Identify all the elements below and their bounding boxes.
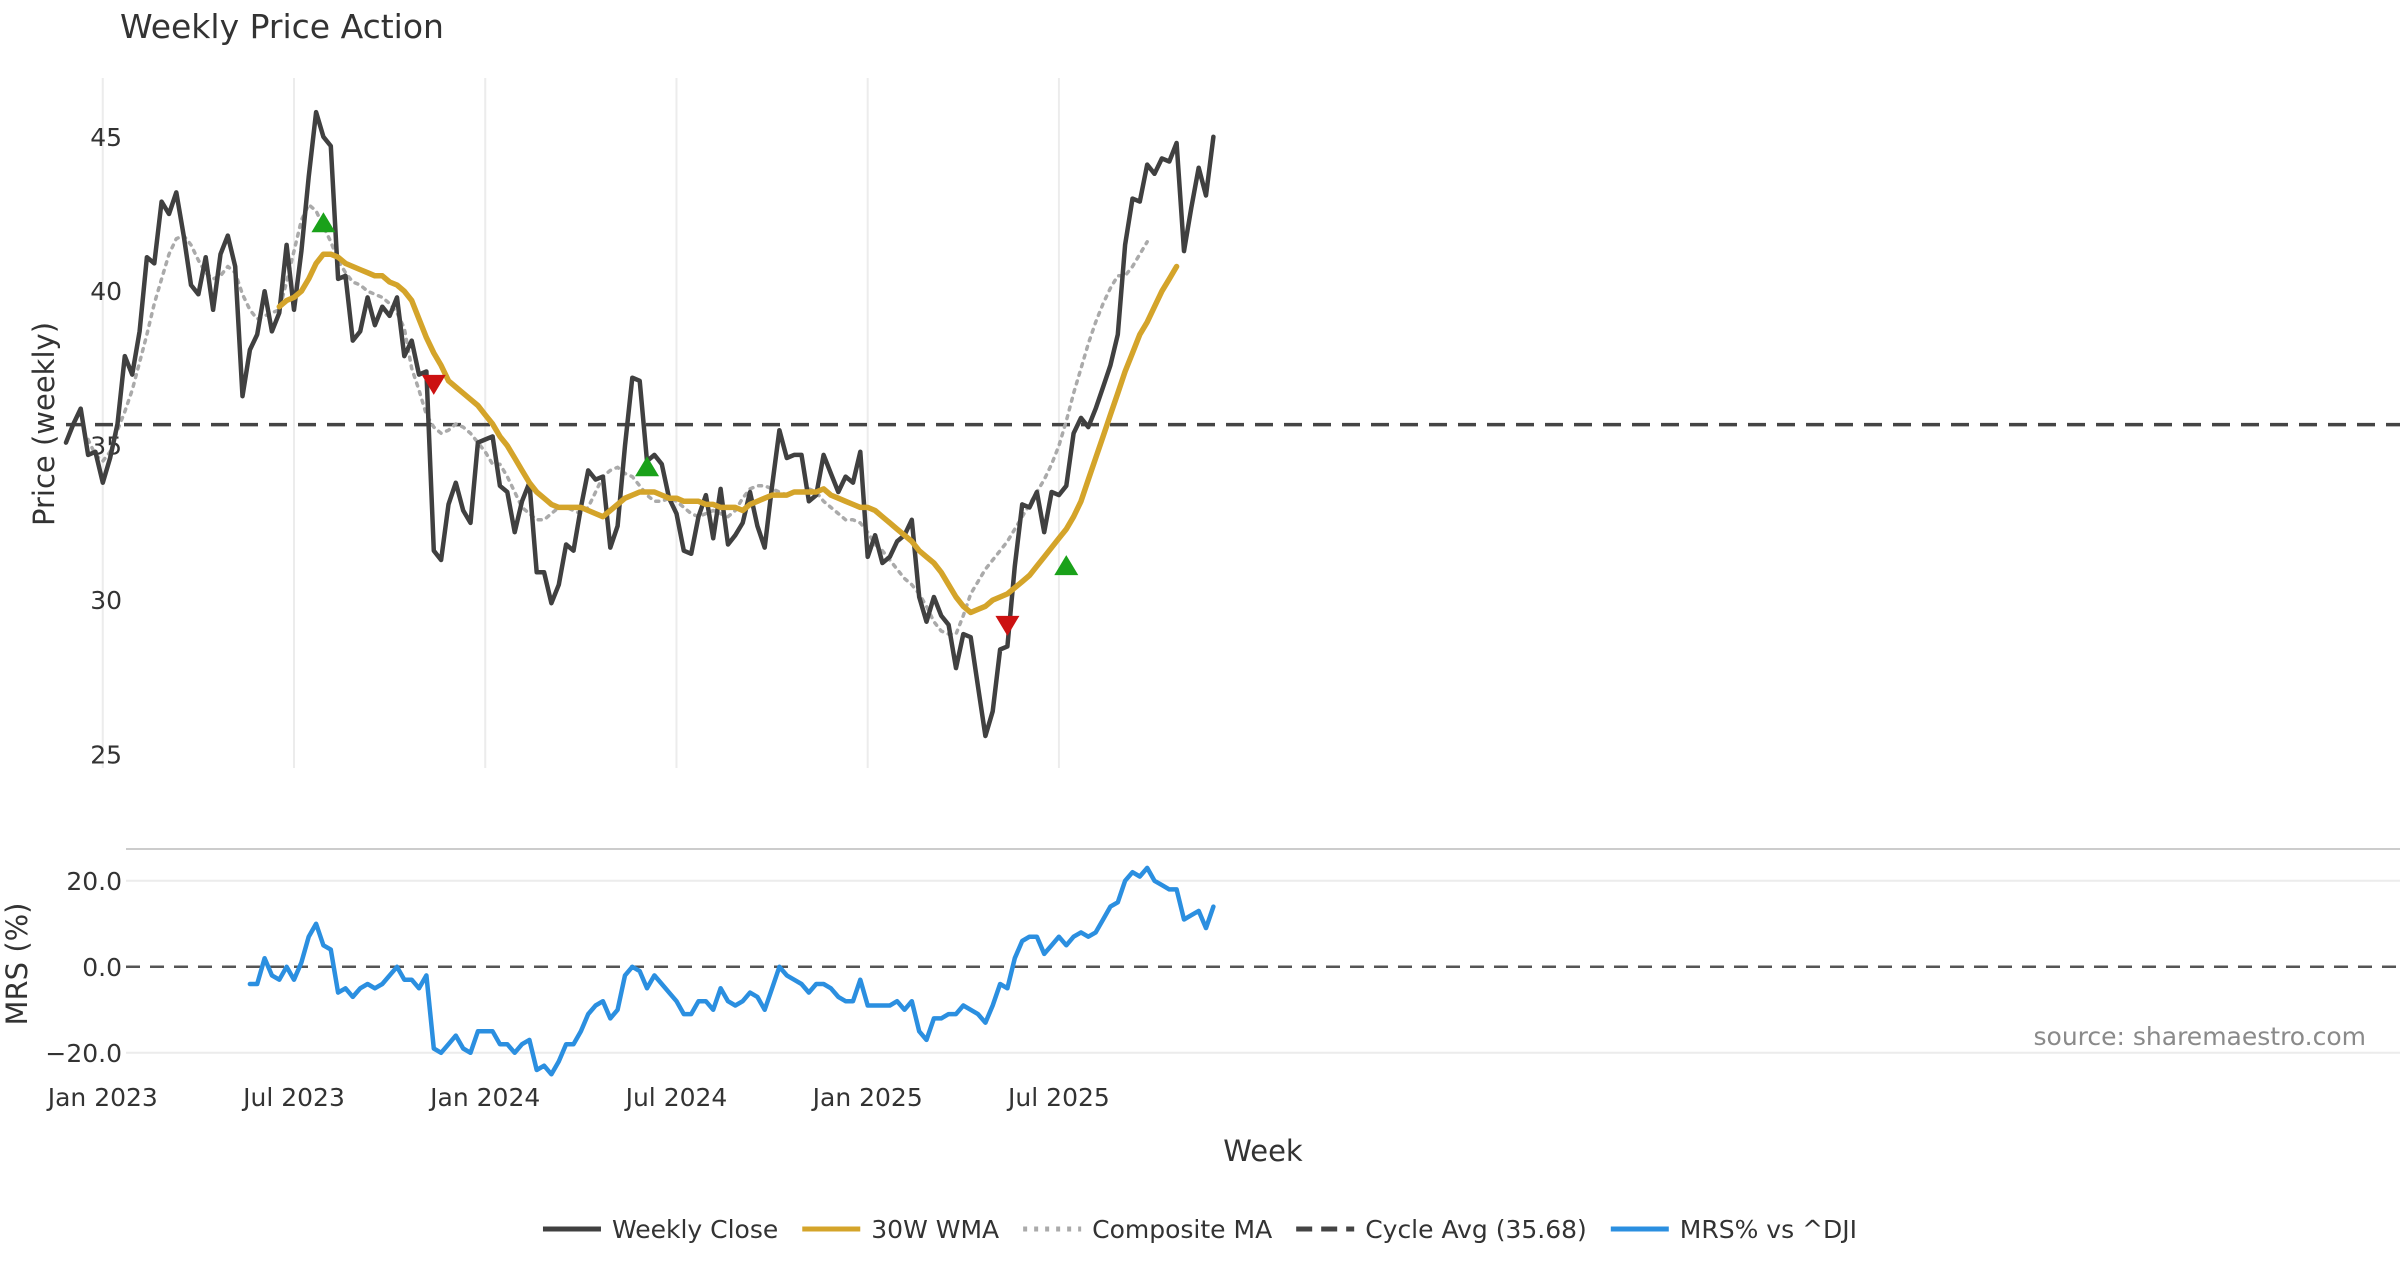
legend-label: MRS% vs ^DJI — [1680, 1215, 1857, 1244]
sell-signal-marker — [421, 374, 446, 395]
x-tick-label: Jul 2023 — [241, 1083, 345, 1112]
x-tick-label: Jul 2025 — [1006, 1083, 1110, 1112]
x-tick-label: Jul 2024 — [624, 1083, 728, 1112]
mrs-series — [247, 865, 1216, 1077]
x-tick-label: Jan 2023 — [46, 1083, 158, 1112]
buy-signal-marker — [311, 212, 336, 233]
mrs-grid — [126, 879, 2400, 1054]
series-composite-ma — [86, 202, 1149, 636]
legend-label: Composite MA — [1092, 1215, 1272, 1244]
mrs-y-axis: −20.0 0.0 20.0 — [45, 867, 122, 1068]
buy-signal-marker — [635, 456, 660, 477]
price-y-axis-label: Price (weekly) — [27, 322, 61, 526]
mrs-y-tick-label: −20.0 — [45, 1039, 122, 1068]
price-y-tick-label: 40 — [90, 277, 122, 306]
mrs-y-axis-label: MRS (%) — [0, 903, 34, 1026]
price-y-tick-label: 25 — [90, 741, 122, 770]
legend: Weekly Close 30W WMA Composite MA Cycle Avg… — [542, 1215, 1857, 1244]
buy-signal-marker — [1054, 555, 1079, 576]
signal-markers — [311, 212, 1079, 636]
price-y-tick-label: 30 — [90, 586, 122, 615]
price-series — [63, 109, 2400, 739]
series-weekly-close — [63, 109, 1216, 739]
series-30w-wma — [276, 251, 1180, 616]
mrs-y-tick-label: 20.0 — [66, 867, 122, 896]
sell-signal-marker — [995, 615, 1020, 636]
series-mrs-vs-dji — [247, 865, 1216, 1077]
x-tick-label: Jan 2024 — [428, 1083, 540, 1112]
legend-label: Weekly Close — [612, 1215, 778, 1244]
price-y-tick-label: 45 — [90, 123, 122, 152]
x-axis-label: Week — [1223, 1134, 1303, 1168]
mrs-y-tick-label: 0.0 — [82, 953, 122, 982]
legend-label: Cycle Avg (35.68) — [1365, 1215, 1587, 1244]
source-watermark: source: sharemaestro.com — [2034, 1022, 2367, 1051]
x-axis: Jan 2023 Jul 2023 Jan 2024 Jul 2024 Jan 2025… — [46, 1083, 1110, 1112]
legend-label: 30W WMA — [871, 1215, 999, 1244]
chart-title: Weekly Price Action — [120, 7, 444, 46]
x-tick-label: Jan 2025 — [811, 1083, 923, 1112]
